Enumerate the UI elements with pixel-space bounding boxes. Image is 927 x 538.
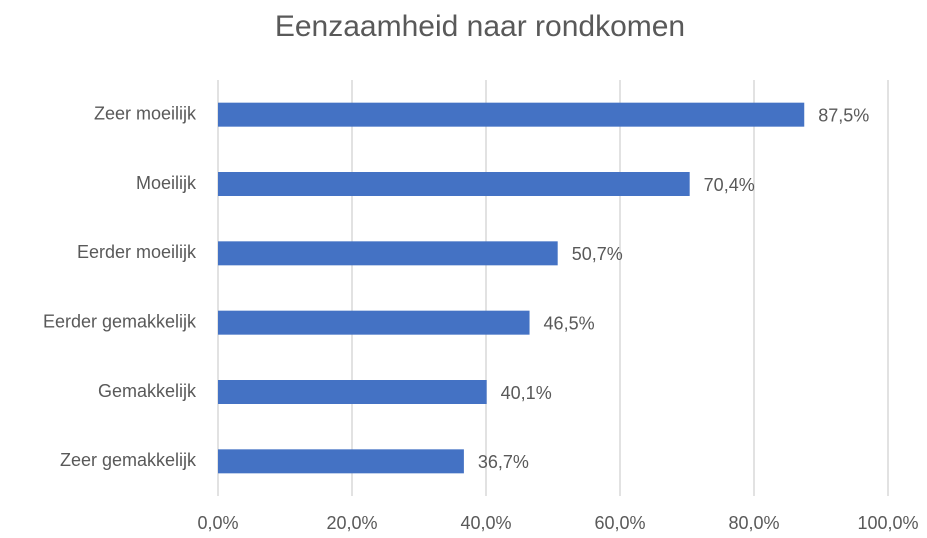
x-tick-label: 40,0% xyxy=(460,513,511,533)
y-tick-label: Eerder gemakkelijk xyxy=(43,311,197,331)
bar xyxy=(218,102,805,127)
y-tick-label: Moeilijk xyxy=(136,173,197,193)
x-tick-label: 20,0% xyxy=(326,513,377,533)
bar xyxy=(218,310,530,335)
x-tick-label: 100,0% xyxy=(857,513,918,533)
data-label: 70,4% xyxy=(704,175,755,195)
bar xyxy=(218,172,690,196)
y-tick-label: Zeer moeilijk xyxy=(94,103,197,123)
y-tick-label: Eerder moeilijk xyxy=(77,242,197,262)
data-label: 87,5% xyxy=(818,105,869,125)
data-label: 50,7% xyxy=(572,244,623,264)
x-tick-label: 80,0% xyxy=(728,513,779,533)
bar xyxy=(218,241,558,266)
x-tick-label: 0,0% xyxy=(197,513,238,533)
y-tick-label: Zeer gemakkelijk xyxy=(60,450,197,470)
chart-title: Eenzaamheid naar rondkomen xyxy=(275,10,685,43)
data-label: 40,1% xyxy=(501,383,552,403)
bar xyxy=(218,380,487,404)
x-tick-label: 60,0% xyxy=(594,513,645,533)
bar xyxy=(218,449,464,474)
y-tick-label: Gemakkelijk xyxy=(98,381,197,401)
data-label: 36,7% xyxy=(478,452,529,472)
data-label: 46,5% xyxy=(544,313,595,333)
